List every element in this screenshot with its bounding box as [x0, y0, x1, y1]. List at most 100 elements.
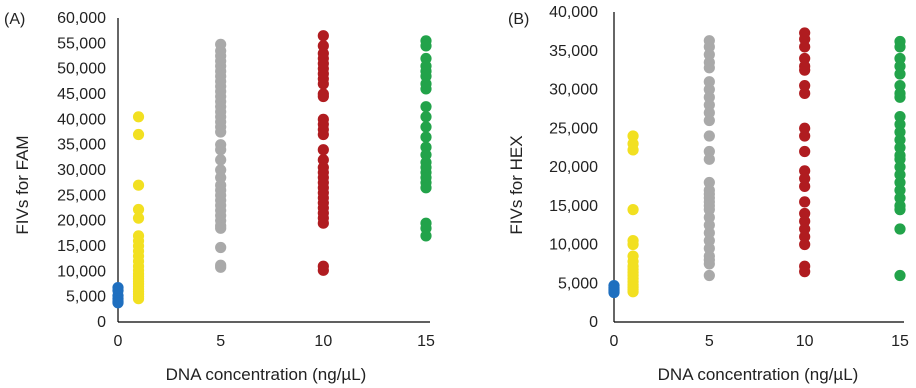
panel-b-data-point — [799, 165, 811, 177]
panel-b-data-point — [894, 169, 906, 181]
panel-b-data-point — [703, 114, 715, 127]
panel-b-y-tick-label: 15,000 — [549, 198, 598, 215]
panel-b-data-point — [703, 204, 715, 216]
panel-b-data-point — [703, 176, 715, 189]
panel-b-data-point — [894, 80, 906, 92]
panel-a-data-point — [317, 128, 329, 141]
panel-b-data-point — [799, 130, 811, 142]
panel-a-y-tick-label: 5,000 — [66, 289, 106, 306]
panel-b-data-point — [799, 223, 811, 235]
panel-b-y-tick-label: 40,000 — [549, 4, 598, 21]
panel-b-data-point — [627, 130, 639, 142]
panel-a-data-point — [317, 144, 329, 156]
panel-b-data-point — [799, 145, 811, 158]
panel-b-data-point — [703, 219, 715, 231]
panel-b-data-point — [894, 68, 906, 80]
panel-a-data-point — [215, 154, 227, 166]
panel-a-data-point — [132, 111, 145, 123]
panel-b-data-point — [627, 144, 639, 156]
panel-b-data-point — [799, 266, 811, 278]
panel-b-data-point — [703, 76, 715, 88]
panel-b-data-point — [608, 286, 620, 299]
panel-b-data-point — [894, 142, 906, 154]
panel-a-data-point — [317, 90, 329, 103]
panel-a-y-tick-label: 20,000 — [57, 213, 106, 230]
panel-a-data-point — [317, 30, 329, 42]
panel-b-data-point — [703, 83, 715, 96]
panel-a-x-tick-label: 15 — [417, 333, 435, 350]
panel-a-y-tick-label: 40,000 — [57, 111, 106, 128]
panel-b-data-point — [703, 258, 715, 270]
panel-b-data-point — [799, 238, 811, 251]
panel-b-data-point — [703, 211, 715, 223]
panel-b-data-point — [799, 33, 811, 45]
panel-b-data-point — [799, 87, 811, 99]
panel-b-x-tick-label: 15 — [891, 333, 909, 350]
panel-a-data-point — [132, 179, 145, 191]
panel-b-y-ticks: 0 5,000 10,000 15,000 20,000 25,000 30,000 35,0… — [549, 4, 598, 331]
panel-b-y-tick-label: 10,000 — [549, 237, 598, 254]
panel-b-data-point — [703, 107, 715, 119]
panel-b-data-point — [799, 173, 811, 185]
panel-a-data-point — [317, 264, 329, 276]
panel-b-data-point — [627, 238, 639, 251]
panel-a-data-point — [317, 217, 329, 229]
panel-b-data-point — [799, 52, 811, 65]
panel-b-data-point — [799, 196, 811, 208]
panel-b-data-point — [894, 118, 906, 130]
panel-a-data-point — [420, 101, 432, 113]
panel-a-fam: (A) FIVs for FAM DNA concentration (ng/µ… — [4, 10, 435, 384]
panel-a-data-point — [420, 121, 432, 133]
panel-a-data-point — [215, 241, 227, 254]
panel-a-data-point — [420, 182, 432, 194]
panel-b-data-point — [799, 41, 811, 53]
panel-b-data-point — [703, 145, 715, 158]
panel-b-x-tick-label: 0 — [610, 333, 619, 350]
panel-b-data-point — [894, 161, 906, 173]
panel-a-x-ticks: 0 5 10 15 — [114, 333, 435, 350]
panel-b-data-point — [894, 60, 906, 72]
panel-a-y-tick-label: 35,000 — [57, 137, 106, 154]
panel-a-data-point — [420, 40, 432, 52]
panel-b-y-tick-label: 25,000 — [549, 120, 598, 137]
panel-a-data-point — [215, 261, 227, 273]
panel-a-points — [112, 30, 432, 309]
panel-b-data-point — [799, 215, 811, 227]
panel-a-y-tick-label: 45,000 — [57, 86, 106, 103]
panel-b-data-point — [894, 126, 906, 138]
panel-b-y-tick-label: 30,000 — [549, 82, 598, 99]
panel-b-data-point — [703, 49, 715, 61]
panel-b-data-point — [799, 122, 811, 134]
panel-b-data-point — [703, 99, 715, 111]
panel-a-y-tick-label: 60,000 — [57, 10, 106, 27]
panel-a-data-point — [132, 293, 145, 305]
panel-b-data-point — [894, 192, 906, 204]
panel-a-data-point — [132, 203, 145, 216]
panel-b-x-tick-label: 5 — [705, 333, 714, 350]
panel-b-data-point — [894, 134, 906, 146]
panel-a-y-axis-label: FIVs for FAM — [13, 135, 32, 234]
panel-a-data-point — [317, 78, 329, 90]
panel-b-points — [608, 27, 906, 299]
panel-b-hex: (B) FIVs for HEX DNA concentration (ng/µ… — [507, 4, 909, 384]
panel-b-data-point — [703, 91, 715, 103]
panel-a-data-point — [420, 131, 432, 143]
panel-b-data-point — [894, 91, 906, 103]
panel-b-data-point — [894, 153, 906, 165]
panel-a-y-tick-label: 10,000 — [57, 263, 106, 280]
panel-b-data-point — [627, 204, 639, 216]
panel-b-data-point — [799, 80, 811, 92]
panel-b-data-point — [894, 52, 906, 65]
panel-a-x-axis-label: DNA concentration (ng/µL) — [166, 365, 367, 384]
panel-b-data-point — [894, 269, 906, 282]
panel-b-data-point — [703, 130, 715, 142]
panel-a-data-point — [215, 144, 227, 156]
panel-a-y-tick-label: 55,000 — [57, 35, 106, 52]
panel-b-data-point — [894, 41, 906, 53]
panel-b-y-axis-label: FIVs for HEX — [507, 135, 526, 234]
panel-a-y-ticks: 0 5,000 10,000 15,000 20,000 25,000 30,000 35,0… — [57, 10, 106, 331]
panel-b-data-point — [894, 184, 906, 196]
panel-b-data-point — [627, 286, 639, 298]
panel-b-data-point — [799, 207, 811, 220]
